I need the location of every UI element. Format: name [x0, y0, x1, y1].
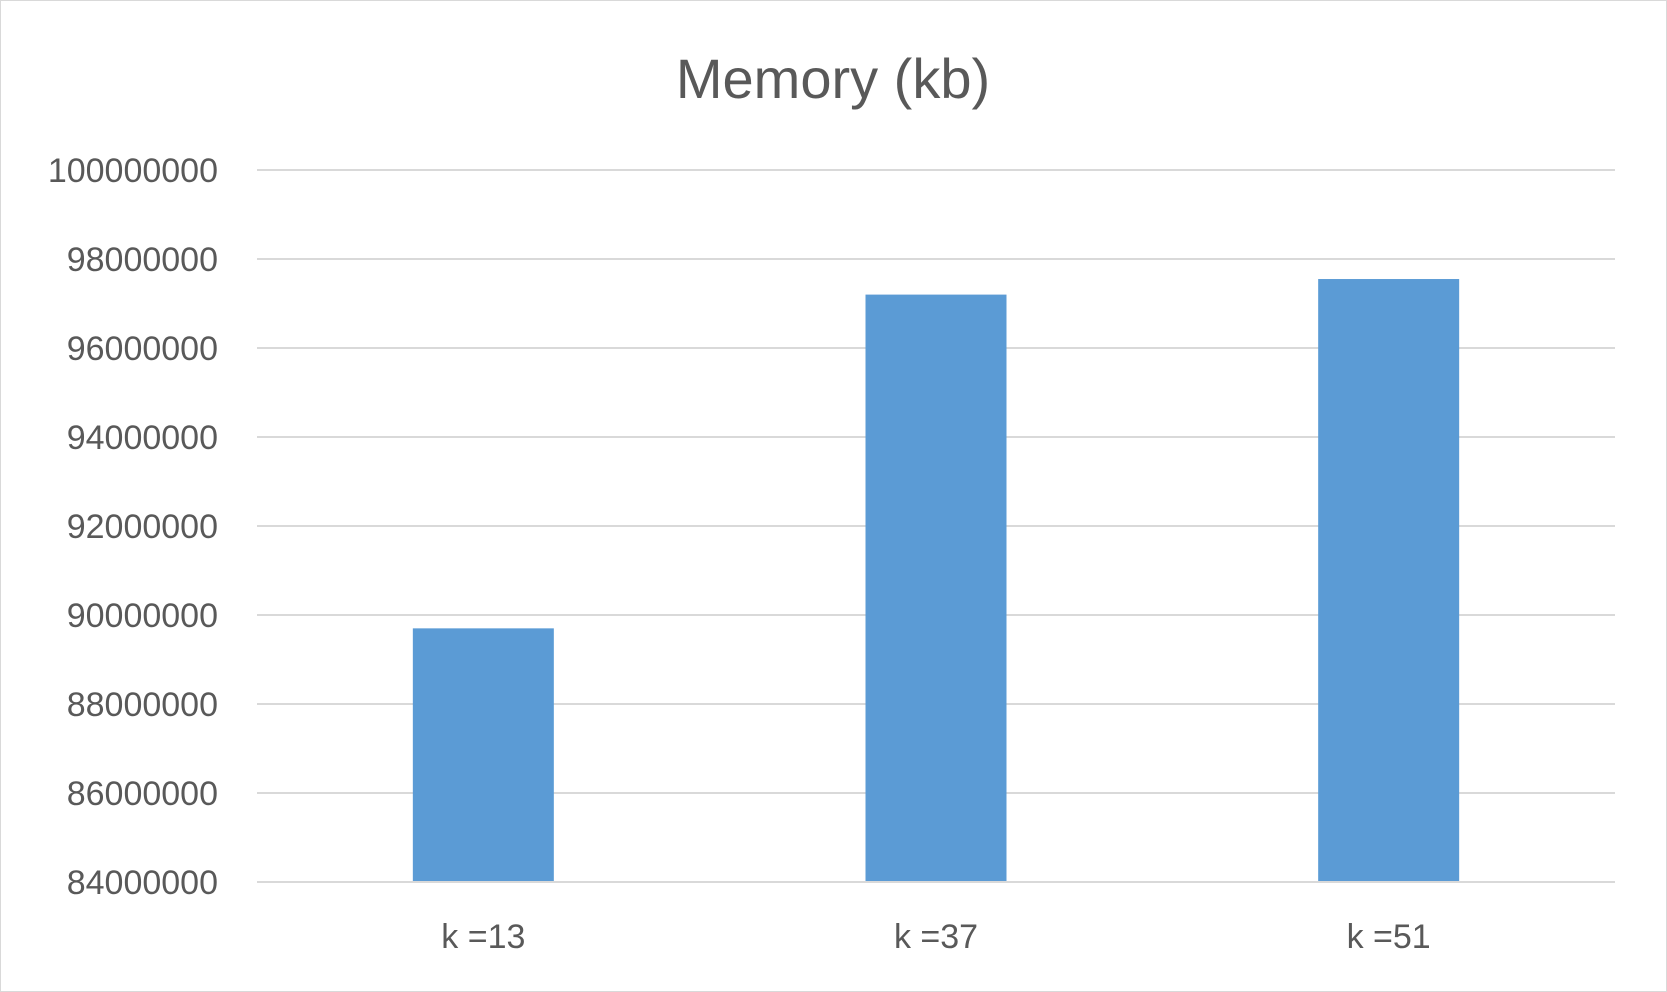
chart-title: Memory (kb) — [676, 47, 990, 110]
y-tick-label: 84000000 — [67, 864, 218, 902]
x-axis-category-labels: k =13 k =37 k =51 — [441, 918, 1430, 956]
y-tick-label: 86000000 — [67, 775, 218, 813]
y-tick-label: 98000000 — [67, 241, 218, 279]
y-tick-label: 94000000 — [67, 419, 218, 457]
bar — [865, 294, 1007, 883]
bars — [257, 279, 1615, 883]
x-category-label: k =13 — [441, 918, 525, 956]
y-tick-label: 92000000 — [67, 508, 218, 546]
y-tick-label: 88000000 — [67, 686, 218, 724]
bar — [1318, 279, 1460, 882]
bar — [412, 628, 554, 882]
y-tick-label: 96000000 — [67, 330, 218, 368]
y-tick-label: 90000000 — [67, 597, 218, 635]
x-category-label: k =51 — [1347, 918, 1431, 956]
y-tick-label: 100000000 — [48, 152, 218, 190]
y-axis-tick-labels: 84000000 86000000 88000000 90000000 92000000… — [48, 152, 218, 902]
x-category-label: k =37 — [894, 918, 978, 956]
